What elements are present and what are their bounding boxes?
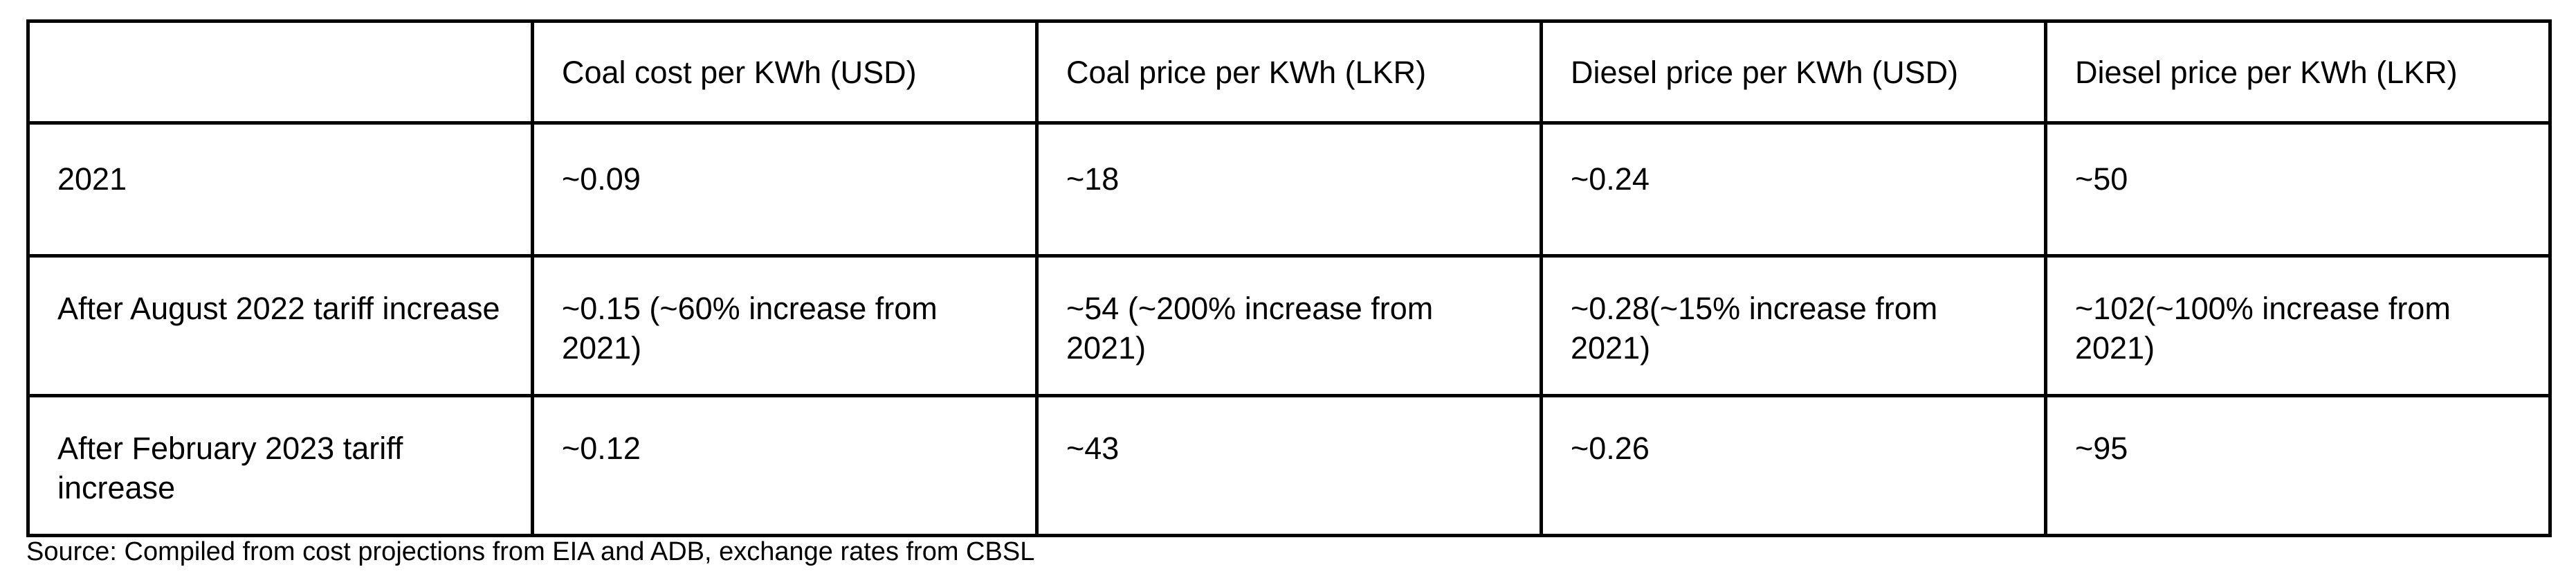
- table-cell: ~0.12: [531, 394, 1039, 537]
- tariff-comparison-table: Coal cost per KWh (USD) Coal price per K…: [26, 19, 2552, 537]
- table-cell: ~50: [2044, 121, 2552, 258]
- table-cell: ~54 (~200% increase from 2021): [1035, 254, 1543, 397]
- table-header-row: Coal cost per KWh (USD) Coal price per K…: [26, 19, 2552, 125]
- header-cell-coal-cost-usd: Coal cost per KWh (USD): [531, 19, 1039, 125]
- header-cell-empty: [26, 19, 534, 125]
- table-cell: ~43: [1035, 394, 1543, 537]
- table-cell: ~0.26: [1540, 394, 2047, 537]
- table-cell: ~0.09: [531, 121, 1039, 258]
- table-cell: ~0.24: [1540, 121, 2047, 258]
- table-cell: ~102(~100% increase from 2021): [2044, 254, 2552, 397]
- row-label-cell: After August 2022 tariff increase: [26, 254, 534, 397]
- table-cell: ~0.15 (~60% increase from 2021): [531, 254, 1039, 397]
- row-label-cell: 2021: [26, 121, 534, 258]
- table-row: After February 2023 tariff increase ~0.1…: [26, 394, 2552, 537]
- table-row: After August 2022 tariff increase ~0.15 …: [26, 254, 2552, 397]
- table-cell: ~95: [2044, 394, 2552, 537]
- header-cell-coal-price-lkr: Coal price per KWh (LKR): [1035, 19, 1543, 125]
- row-label-cell: After February 2023 tariff increase: [26, 394, 534, 537]
- header-cell-diesel-price-lkr: Diesel price per KWh (LKR): [2044, 19, 2552, 125]
- table-cell: ~0.28(~15% increase from 2021): [1540, 254, 2047, 397]
- source-note: Source: Compiled from cost projections f…: [26, 537, 1035, 566]
- table-cell: ~18: [1035, 121, 1543, 258]
- header-cell-diesel-price-usd: Diesel price per KWh (USD): [1540, 19, 2047, 125]
- table-row: 2021 ~0.09 ~18 ~0.24 ~50: [26, 121, 2552, 258]
